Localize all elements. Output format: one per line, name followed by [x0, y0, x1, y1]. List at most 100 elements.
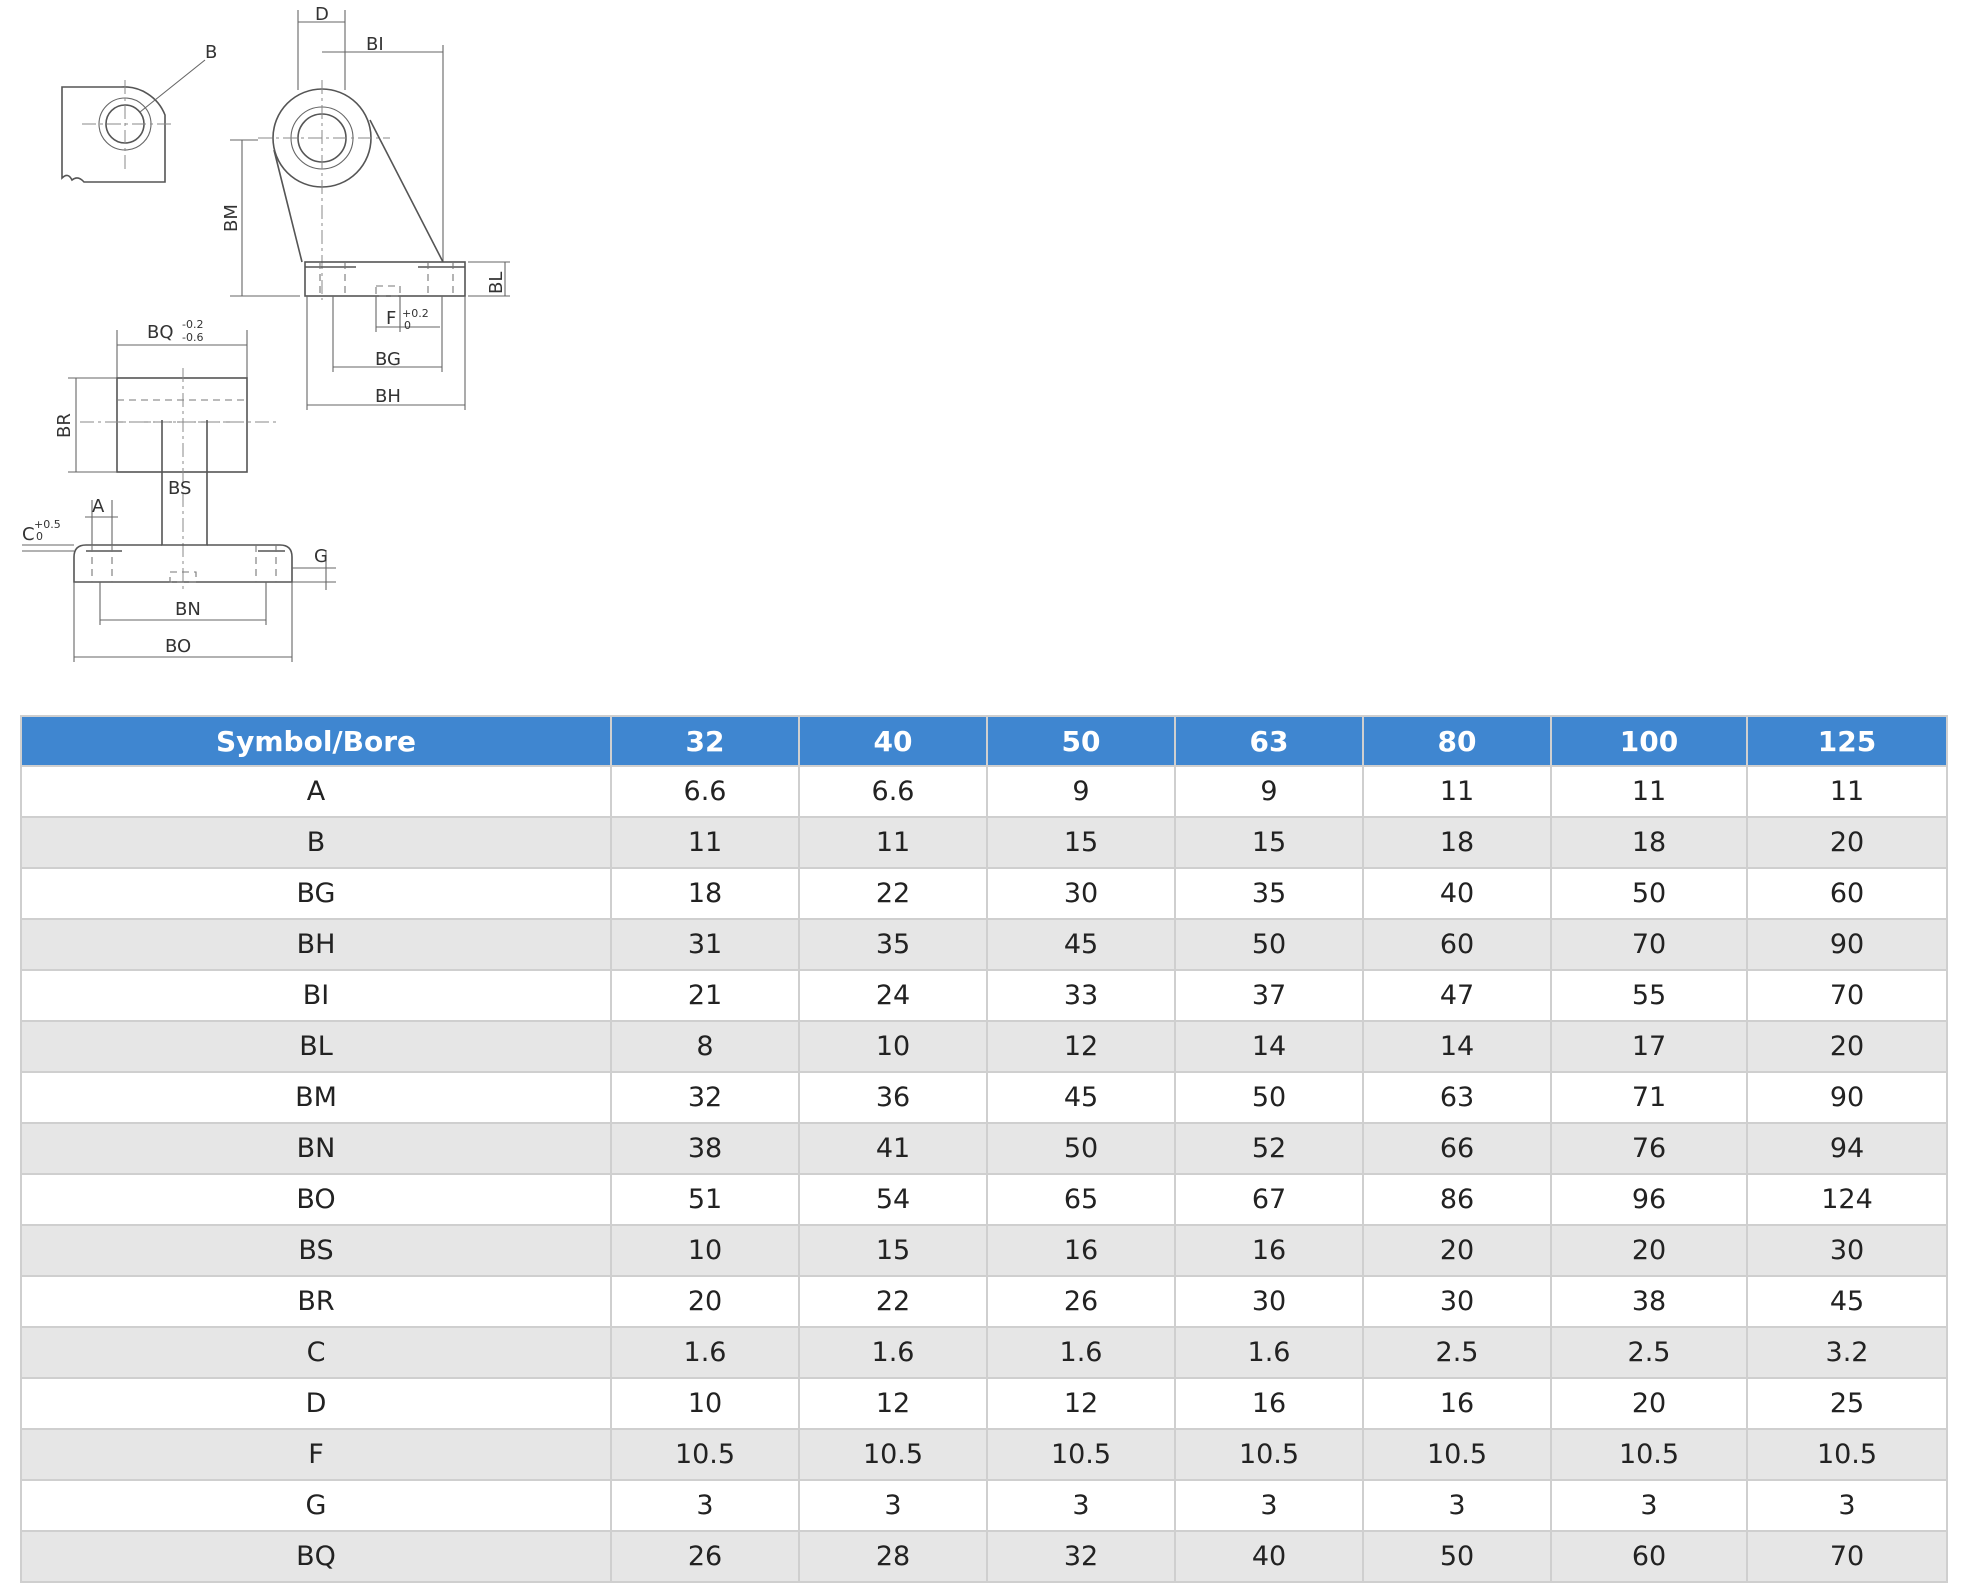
label-g: G — [314, 546, 328, 567]
header-bore-80: 80 — [1362, 715, 1552, 767]
value-cell: 30 — [1174, 1275, 1364, 1328]
header-bore-100: 100 — [1550, 715, 1748, 767]
value-cell: 15 — [798, 1224, 988, 1277]
symbol-cell: A — [20, 765, 612, 818]
table-row: BO 51 54 65 67 86 96 124 — [20, 1173, 1948, 1226]
table-row: D 10 12 12 16 16 20 25 — [20, 1377, 1948, 1430]
value-cell: 76 — [1550, 1122, 1748, 1175]
label-bs: BS — [168, 478, 191, 499]
symbol-cell: BI — [20, 969, 612, 1022]
symbol-cell: BL — [20, 1020, 612, 1073]
value-cell: 50 — [986, 1122, 1176, 1175]
label-bq-tol-upper: -0.2 — [182, 318, 203, 331]
value-cell: 3 — [1550, 1479, 1748, 1532]
value-cell: 45 — [1746, 1275, 1948, 1328]
value-cell: 94 — [1746, 1122, 1948, 1175]
value-cell: 51 — [610, 1173, 800, 1226]
value-cell: 22 — [798, 867, 988, 920]
value-cell: 50 — [1550, 867, 1748, 920]
label-bh: BH — [375, 386, 401, 407]
value-cell: 10.5 — [798, 1428, 988, 1481]
value-cell: 14 — [1362, 1020, 1552, 1073]
value-cell: 10.5 — [1174, 1428, 1364, 1481]
header-bore-32: 32 — [610, 715, 800, 767]
symbol-cell: BM — [20, 1071, 612, 1124]
value-cell: 60 — [1746, 867, 1948, 920]
table-row: B 11 11 15 15 18 18 20 — [20, 816, 1948, 869]
value-cell: 18 — [610, 867, 800, 920]
value-cell: 22 — [798, 1275, 988, 1328]
header-bore-125: 125 — [1746, 715, 1948, 767]
value-cell: 10.5 — [1362, 1428, 1552, 1481]
value-cell: 3 — [798, 1479, 988, 1532]
value-cell: 32 — [610, 1071, 800, 1124]
value-cell: 12 — [986, 1020, 1176, 1073]
value-cell: 70 — [1746, 969, 1948, 1022]
label-f: F — [386, 308, 396, 329]
value-cell: 30 — [1746, 1224, 1948, 1277]
value-cell: 41 — [798, 1122, 988, 1175]
value-cell: 36 — [798, 1071, 988, 1124]
value-cell: 3 — [1174, 1479, 1364, 1532]
value-cell: 11 — [1746, 765, 1948, 818]
value-cell: 31 — [610, 918, 800, 971]
value-cell: 10.5 — [610, 1428, 800, 1481]
table-row: BQ 26 28 32 40 50 60 70 — [20, 1530, 1948, 1583]
label-br: BR — [54, 413, 75, 438]
value-cell: 30 — [1362, 1275, 1552, 1328]
value-cell: 20 — [1746, 1020, 1948, 1073]
value-cell: 25 — [1746, 1377, 1948, 1430]
label-f-tol-lower: 0 — [404, 319, 411, 332]
symbol-cell: BO — [20, 1173, 612, 1226]
value-cell: 16 — [1362, 1377, 1552, 1430]
value-cell: 52 — [1174, 1122, 1364, 1175]
value-cell: 9 — [986, 765, 1176, 818]
header-bore-63: 63 — [1174, 715, 1364, 767]
value-cell: 20 — [610, 1275, 800, 1328]
value-cell: 35 — [1174, 867, 1364, 920]
value-cell: 70 — [1746, 1530, 1948, 1583]
value-cell: 10.5 — [1746, 1428, 1948, 1481]
value-cell: 32 — [986, 1530, 1176, 1583]
label-bo: BO — [165, 636, 191, 657]
value-cell: 71 — [1550, 1071, 1748, 1124]
value-cell: 50 — [1362, 1530, 1552, 1583]
value-cell: 10 — [798, 1020, 988, 1073]
value-cell: 20 — [1362, 1224, 1552, 1277]
value-cell: 24 — [798, 969, 988, 1022]
label-c: C — [22, 524, 35, 545]
value-cell: 66 — [1362, 1122, 1552, 1175]
symbol-cell: B — [20, 816, 612, 869]
symbol-cell: G — [20, 1479, 612, 1532]
value-cell: 40 — [1174, 1530, 1364, 1583]
value-cell: 1.6 — [798, 1326, 988, 1379]
table-row: BS 10 15 16 16 20 20 30 — [20, 1224, 1948, 1277]
value-cell: 55 — [1550, 969, 1748, 1022]
value-cell: 10 — [610, 1377, 800, 1430]
symbol-cell: C — [20, 1326, 612, 1379]
value-cell: 20 — [1550, 1377, 1748, 1430]
table-row: C 1.6 1.6 1.6 1.6 2.5 2.5 3.2 — [20, 1326, 1948, 1379]
value-cell: 1.6 — [610, 1326, 800, 1379]
table-row: BI 21 24 33 37 47 55 70 — [20, 969, 1948, 1022]
label-bq-tol-lower: -0.6 — [182, 331, 203, 344]
value-cell: 70 — [1550, 918, 1748, 971]
value-cell: 16 — [1174, 1224, 1364, 1277]
header-bore-40: 40 — [798, 715, 988, 767]
value-cell: 45 — [986, 1071, 1176, 1124]
value-cell: 10 — [610, 1224, 800, 1277]
value-cell: 67 — [1174, 1173, 1364, 1226]
header-symbol-bore: Symbol/Bore — [20, 715, 612, 767]
label-bl: BL — [486, 272, 507, 294]
value-cell: 124 — [1746, 1173, 1948, 1226]
label-f-tol-upper: +0.2 — [402, 307, 429, 320]
value-cell: 38 — [610, 1122, 800, 1175]
value-cell: 20 — [1550, 1224, 1748, 1277]
label-bg: BG — [375, 349, 401, 370]
table-row: BG 18 22 30 35 40 50 60 — [20, 867, 1948, 920]
symbol-cell: BG — [20, 867, 612, 920]
symbol-cell: BN — [20, 1122, 612, 1175]
table-row: BL 8 10 12 14 14 17 20 — [20, 1020, 1948, 1073]
label-b: B — [205, 42, 217, 63]
